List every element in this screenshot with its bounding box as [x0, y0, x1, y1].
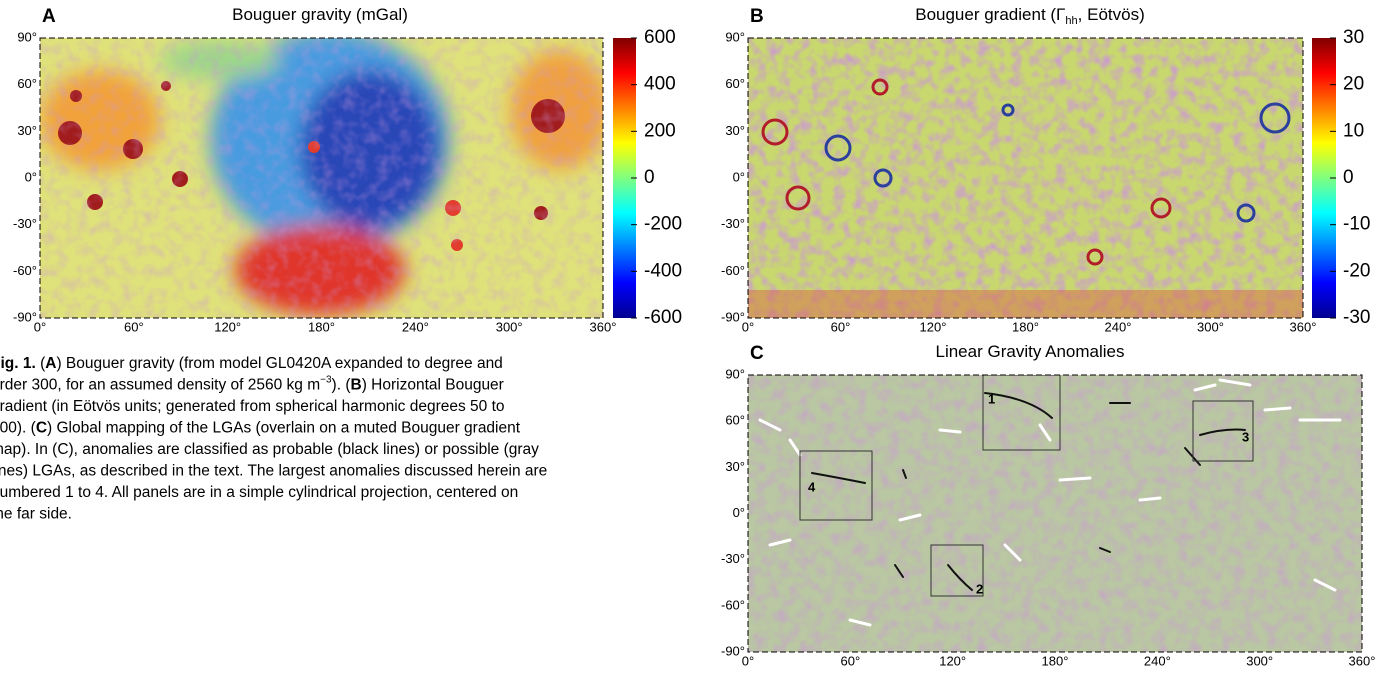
caption-text: ) Bouguer gravity (from model GL0420A ex… [56, 355, 502, 372]
map-c [748, 375, 1362, 652]
colorbar-tick-label: -200 [644, 214, 682, 235]
title-part: Bouguer gradient (Γ [915, 5, 1065, 24]
lon-tick-label: 180° [1042, 653, 1069, 668]
lat-tick-label: 60° [725, 76, 745, 91]
lon-tick-label: 60° [124, 319, 144, 334]
page: ABouguer gravity (mGal)90°60°30°0°-30°-6… [0, 0, 1391, 672]
lat-tick-label: 0° [733, 169, 745, 184]
lon-tick-label: 240° [1105, 319, 1132, 334]
caption-line: lines) LGAs, as described in the text. T… [0, 463, 547, 480]
panel-letter: B [750, 6, 764, 27]
panel-letter: A [42, 6, 56, 27]
lat-tick-label: 60° [17, 76, 37, 91]
lat-tick-label: -30° [13, 216, 37, 231]
lat-tick-label: 30° [725, 459, 745, 474]
lat-tick-label: 60° [725, 413, 745, 428]
lat-tick-label: 30° [17, 123, 37, 138]
anomaly-number: 3 [1242, 429, 1249, 444]
lat-tick-label: -60° [721, 263, 745, 278]
panel-title: Bouguer gravity (mGal) [232, 5, 408, 24]
colorbar-tick-label: -20 [1343, 260, 1370, 281]
caption-text: C [36, 420, 47, 437]
colorbar-tick-label: 200 [644, 120, 676, 141]
lat-tick-label: -60° [13, 263, 37, 278]
lat-tick-label: 30° [725, 123, 745, 138]
lon-tick-label: 180° [1012, 319, 1039, 334]
caption-line: Fig. 1. (A) Bouguer gravity (from model … [0, 355, 503, 372]
lat-tick-label: 90° [725, 29, 745, 44]
caption-text: order 300, for an assumed density of 256… [0, 377, 320, 394]
lat-tick-label: 0° [25, 169, 37, 184]
colorbar-tick-label: 600 [644, 27, 676, 48]
lon-tick-label: 120° [939, 653, 966, 668]
caption-line: gradient (in Eötvös units; generated fro… [0, 398, 505, 415]
caption-text: 400). ( [0, 420, 37, 437]
lon-tick-label: 60° [840, 653, 860, 668]
title-part: hh [1065, 15, 1077, 27]
lon-tick-label: 240° [402, 319, 429, 334]
caption-text: ) Global mapping of the LGAs (overlain o… [47, 420, 521, 437]
caption-text: the far side. [0, 506, 72, 523]
colorbar-tick-label: 10 [1343, 120, 1364, 141]
lon-tick-label: 60° [831, 319, 851, 334]
colorbar-tick-label: -10 [1343, 214, 1370, 235]
lon-tick-label: 300° [1197, 319, 1224, 334]
lon-tick-label: 360° [590, 319, 617, 334]
map-a [40, 30, 610, 318]
caption-text: map). In (C), anomalies are classified a… [0, 441, 539, 458]
caption-line: 400). (C) Global mapping of the LGAs (ov… [0, 420, 521, 437]
caption-text: lines) LGAs, as described in the text. T… [0, 463, 547, 480]
lat-tick-label: -30° [721, 551, 745, 566]
figure: ABouguer gravity (mGal)90°60°30°0°-30°-6… [0, 0, 1391, 672]
panel-title: Bouguer gradient (Γhh, Eötvös) [915, 5, 1145, 26]
caption-text: B [350, 377, 361, 394]
lon-tick-label: 360° [1349, 653, 1376, 668]
map-b [748, 38, 1303, 318]
lon-tick-label: 0° [742, 653, 754, 668]
caption-text: gradient (in Eötvös units; generated fro… [0, 398, 505, 415]
colorbar-tick-label: 0 [1343, 167, 1354, 188]
title-part: Bouguer gravity (mGal) [232, 5, 408, 24]
anomaly-number: 2 [976, 581, 983, 596]
lat-tick-label: 90° [725, 366, 745, 381]
caption-text: −3 [320, 374, 332, 385]
caption-line: map). In (C), anomalies are classified a… [0, 441, 539, 458]
caption-line: order 300, for an assumed density of 256… [0, 374, 504, 393]
caption-text: ) Horizontal Bouguer [362, 377, 504, 394]
lon-tick-label: 0° [742, 319, 754, 334]
lon-tick-label: 120° [920, 319, 947, 334]
lat-tick-label: -60° [721, 597, 745, 612]
caption-text: numbered 1 to 4. All panels are in a sim… [0, 484, 518, 501]
colorbar-tick-label: -400 [644, 260, 682, 281]
colorbar-tick-label: -600 [644, 307, 682, 328]
lon-tick-label: 240° [1144, 653, 1171, 668]
title-part: Linear Gravity Anomalies [936, 342, 1125, 361]
caption-text: A [45, 355, 56, 372]
lon-tick-label: 300° [1246, 653, 1273, 668]
lon-tick-label: 120° [214, 319, 241, 334]
caption-line: the far side. [0, 506, 72, 523]
lon-tick-label: 180° [308, 319, 335, 334]
anomaly-number: 1 [988, 391, 995, 406]
colorbar-tick-label: 400 [644, 74, 676, 95]
lat-tick-label: 90° [17, 29, 37, 44]
colorbar-tick-label: 30 [1343, 27, 1364, 48]
caption-line: numbered 1 to 4. All panels are in a sim… [0, 484, 518, 501]
lat-tick-label: 0° [733, 505, 745, 520]
colorbar-tick-label: -30 [1343, 307, 1370, 328]
panel-title: Linear Gravity Anomalies [936, 342, 1125, 361]
colorbar-tick-label: 0 [644, 167, 655, 188]
lat-tick-label: -30° [721, 216, 745, 231]
caption-text: ). ( [332, 377, 352, 394]
colorbar-tick-label: 20 [1343, 74, 1364, 95]
title-part: , Eötvös) [1078, 5, 1145, 24]
caption-text: Fig. 1. [0, 355, 36, 372]
lon-tick-label: 360° [1290, 319, 1317, 334]
anomaly-number: 4 [808, 479, 816, 494]
panel-letter: C [750, 343, 764, 364]
lon-tick-label: 300° [496, 319, 523, 334]
lon-tick-label: 0° [34, 319, 46, 334]
